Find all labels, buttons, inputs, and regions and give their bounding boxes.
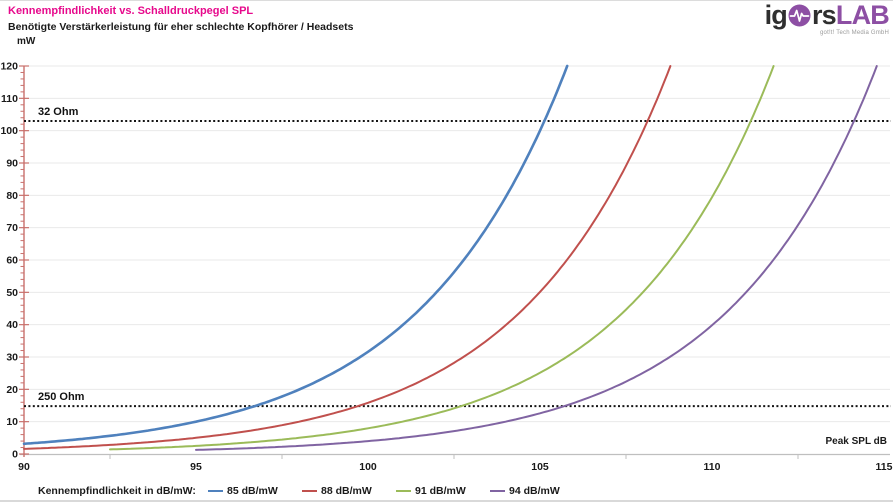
series-line-88-db-mw xyxy=(23,65,672,450)
x-axis-title: Peak SPL dB xyxy=(825,436,887,447)
y-tick-label-30: 30 xyxy=(6,352,18,364)
chart-legend: Kennempfindlichkeit in dB/mW: 85 dB/mW 88… xyxy=(0,483,893,501)
bottom-border-line xyxy=(0,500,893,502)
reference-label-32-ohm: 32 Ohm xyxy=(38,106,79,118)
pulse-heartbeat-icon xyxy=(788,4,811,27)
legend-label: 91 dB/mW xyxy=(415,485,466,497)
legend-label: 88 dB/mW xyxy=(321,485,372,497)
series-line-91-db-mw xyxy=(109,65,775,451)
reference-label-250-ohm: 250 Ohm xyxy=(38,391,85,403)
logo-text-ig: ig xyxy=(764,0,788,30)
legend-line-swatch xyxy=(396,489,411,493)
logo-tagline: got!t! Tech Media GmbH xyxy=(820,30,889,36)
chart-title: Kennempfindlichkeit vs. Schalldruckpegel… xyxy=(8,5,254,17)
legend-entry-94-db-mw: 94 dB/mW xyxy=(490,485,560,497)
y-tick-label-20: 20 xyxy=(6,384,18,396)
igorslab-logo: ig rs LAB got!t! Tech Media GmbH xyxy=(764,0,890,37)
y-tick-label-90: 90 xyxy=(6,158,18,170)
y-tick-label-0: 0 xyxy=(12,449,18,461)
y-axis-unit-label: mW xyxy=(17,36,36,47)
y-tick-label-110: 110 xyxy=(1,93,18,105)
legend-entry-91-db-mw: 91 dB/mW xyxy=(396,485,466,497)
legend-entry-85-db-mw: 85 dB/mW xyxy=(208,485,278,497)
y-tick-label-40: 40 xyxy=(6,319,18,331)
legend-line-swatch xyxy=(208,489,223,493)
logo-wordmark: ig rs LAB xyxy=(764,0,890,30)
x-tick-label-110: 110 xyxy=(704,461,721,473)
y-tick-label-10: 10 xyxy=(6,416,18,428)
legend-line-swatch xyxy=(490,489,505,493)
y-tick-label-80: 80 xyxy=(6,190,18,202)
y-tick-label-50: 50 xyxy=(6,287,18,299)
x-tick-label-95: 95 xyxy=(190,461,202,473)
legend-title: Kennempfindlichkeit in dB/mW: xyxy=(38,485,196,497)
legend-label: 94 dB/mW xyxy=(509,485,560,497)
legend-entry-88-db-mw: 88 dB/mW xyxy=(302,485,372,497)
y-tick-label-100: 100 xyxy=(0,125,18,137)
x-tick-label-90: 90 xyxy=(18,461,30,473)
logo-text-lab: LAB xyxy=(835,0,890,30)
legend-label: 85 dB/mW xyxy=(227,485,278,497)
y-tick-label-120: 120 xyxy=(0,61,18,73)
y-tick-label-70: 70 xyxy=(6,222,18,234)
logo-text-rs: rs xyxy=(811,0,837,30)
x-tick-label-100: 100 xyxy=(359,461,377,473)
legend-line-swatch xyxy=(302,489,317,493)
x-tick-label-115: 115 xyxy=(876,461,893,473)
series-line-94-db-mw xyxy=(195,65,878,451)
x-tick-label-105: 105 xyxy=(531,461,549,473)
series-line-85-db-mw xyxy=(22,64,569,446)
chart-subtitle: Benötigte Verstärkerleistung für eher sc… xyxy=(8,21,354,33)
top-border-line xyxy=(0,0,893,1)
y-tick-label-60: 60 xyxy=(6,255,18,267)
